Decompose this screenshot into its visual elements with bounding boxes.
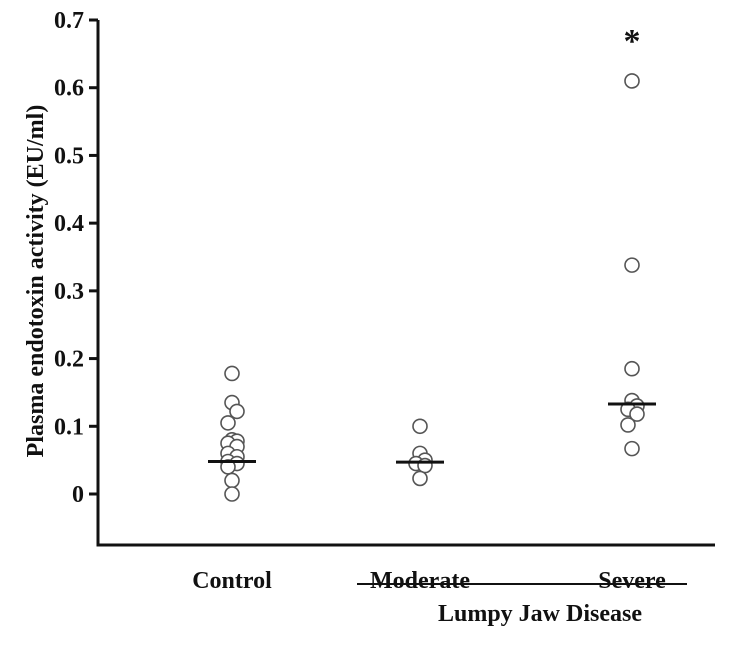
axis-lines	[96, 20, 715, 547]
axes	[96, 20, 715, 547]
y-tick-label: 0.3	[54, 279, 84, 305]
data-point	[624, 257, 640, 273]
group-label: Lumpy Jaw Disease	[438, 601, 642, 627]
data-point	[224, 472, 240, 489]
data-point	[624, 73, 640, 89]
data-point	[624, 440, 640, 457]
data-point	[220, 415, 236, 431]
data-point	[417, 457, 433, 474]
y-ticks: 0 0.1 0.2 0.3 0.4 0.5 0.6 0.7	[54, 8, 98, 508]
data-point	[624, 360, 640, 377]
data-point	[629, 406, 645, 422]
y-tick-label: 0.4	[54, 211, 84, 237]
data-point	[412, 470, 428, 487]
significance-marker: *	[624, 23, 641, 60]
category-label: Severe	[598, 568, 666, 594]
annotations: *	[624, 23, 641, 60]
y-tick-label: 0.6	[54, 76, 84, 102]
data-point	[224, 486, 240, 502]
category-label: Control	[192, 568, 272, 594]
category-label: Moderate	[370, 568, 470, 594]
data-points	[220, 73, 645, 502]
y-axis-title: Plasma endotoxin activity (EU/ml)	[23, 105, 49, 458]
data-point	[620, 417, 636, 433]
y-tick-label: 0	[72, 482, 84, 508]
y-tick-label: 0.5	[54, 143, 84, 169]
data-point	[224, 365, 240, 382]
data-point	[412, 418, 428, 435]
y-tick-label: 0.7	[54, 8, 84, 34]
data-point	[229, 403, 245, 420]
category-labels: Control Moderate Severe	[192, 568, 666, 594]
y-tick-label: 0.2	[54, 347, 84, 373]
median-lines	[208, 402, 656, 464]
y-tick-label: 0.1	[54, 414, 84, 440]
